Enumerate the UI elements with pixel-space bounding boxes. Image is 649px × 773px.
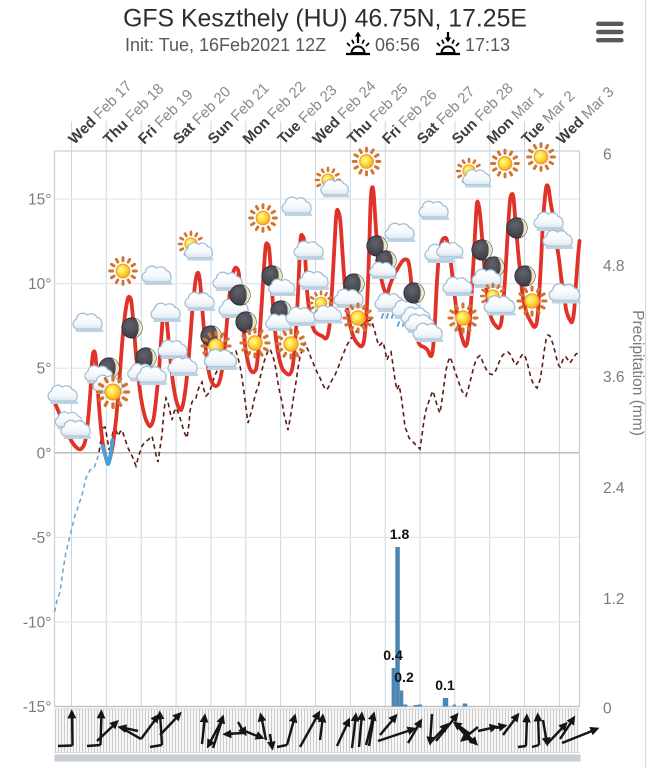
svg-text:15°: 15° xyxy=(28,192,51,209)
svg-text:1.8: 1.8 xyxy=(390,526,410,542)
svg-text:2.4: 2.4 xyxy=(603,480,625,497)
svg-text:17:13: 17:13 xyxy=(465,35,510,55)
svg-text:0.2: 0.2 xyxy=(394,669,414,685)
svg-text:-5°: -5° xyxy=(32,530,52,547)
svg-text:0.4: 0.4 xyxy=(383,647,403,663)
svg-text:GFS Keszthely (HU) 46.75N, 17.: GFS Keszthely (HU) 46.75N, 17.25E xyxy=(123,6,527,33)
svg-text:6: 6 xyxy=(603,147,612,164)
svg-text:0°: 0° xyxy=(37,445,52,462)
svg-text:-10°: -10° xyxy=(23,615,52,632)
svg-text:5°: 5° xyxy=(37,361,52,378)
svg-text:-15°: -15° xyxy=(23,699,52,716)
svg-text:06:56: 06:56 xyxy=(375,35,420,55)
svg-text:3.6: 3.6 xyxy=(603,369,625,386)
svg-text:Precipitation (mm): Precipitation (mm) xyxy=(629,310,646,436)
svg-text:0: 0 xyxy=(603,701,612,718)
svg-text:0.1: 0.1 xyxy=(435,677,455,693)
svg-text:1.2: 1.2 xyxy=(603,591,625,608)
svg-text:4.8: 4.8 xyxy=(603,258,625,275)
svg-text:Init: Tue, 16Feb2021 12Z: Init: Tue, 16Feb2021 12Z xyxy=(125,35,326,55)
svg-text:10°: 10° xyxy=(28,276,51,293)
